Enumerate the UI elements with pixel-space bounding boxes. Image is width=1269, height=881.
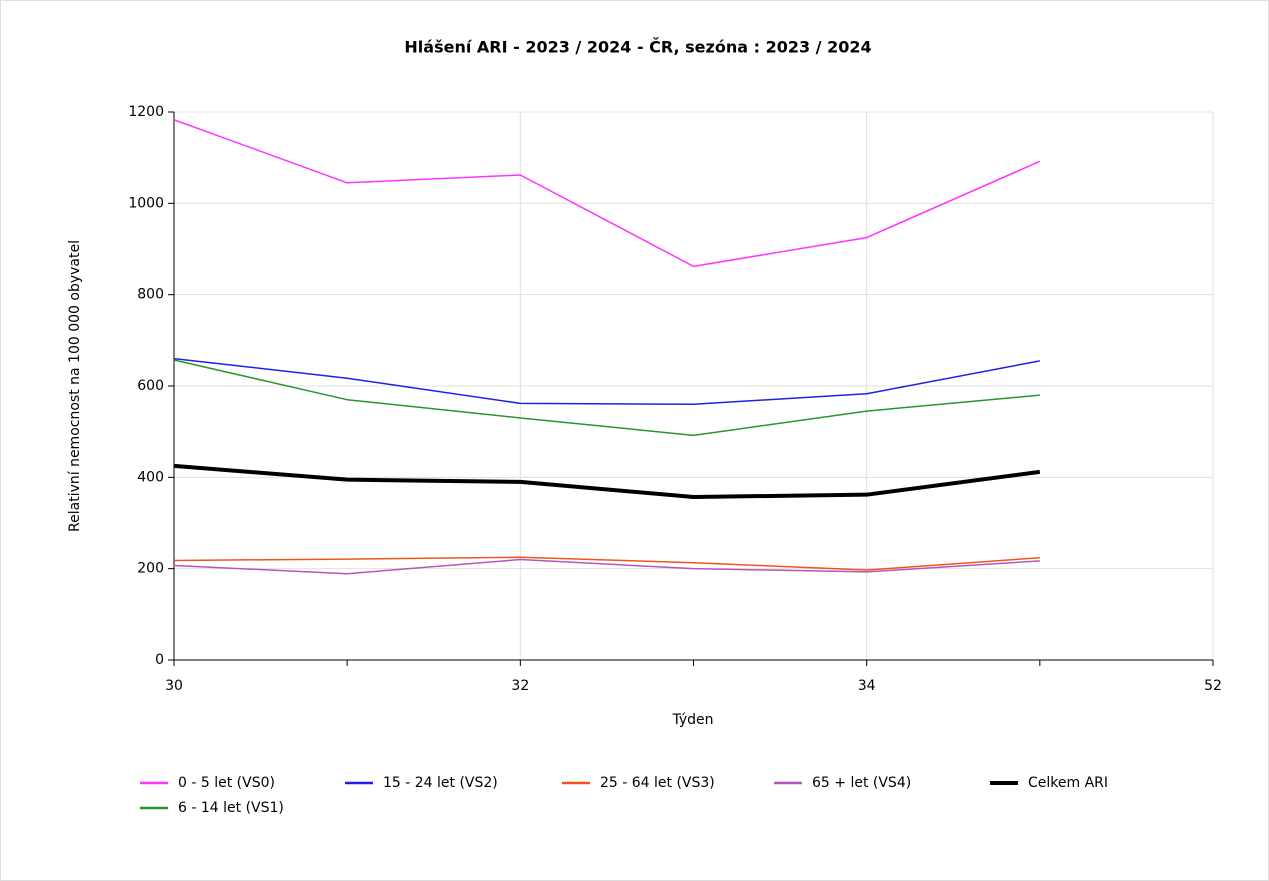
y-tick-label: 800	[137, 287, 164, 303]
series-line	[173, 463, 1041, 499]
chart-title: Hlášení ARI - 2023 / 2024 - ČR, sezóna :…	[404, 38, 871, 57]
series-line	[173, 556, 1040, 571]
legend-label: 15 - 24 let (VS2)	[383, 775, 498, 791]
series-line	[173, 359, 1040, 437]
series-line	[173, 119, 1041, 268]
x-tick-label: 32	[511, 678, 529, 694]
y-tick-label: 1200	[128, 104, 164, 120]
legend-label: 6 - 14 let (VS1)	[178, 800, 284, 816]
series-line	[173, 357, 1040, 406]
y-axis-label: Relativní nemocnost na 100 000 obyvatel	[67, 240, 83, 532]
y-tick-label: 0	[155, 652, 164, 668]
legend-label: 25 - 64 let (VS3)	[600, 775, 715, 791]
legend-label: 65 + let (VS4)	[812, 775, 911, 791]
x-tick-label: 34	[858, 678, 876, 694]
legend-label: 0 - 5 let (VS0)	[178, 775, 275, 791]
legend-label: Celkem ARI	[1028, 775, 1108, 791]
x-axis-label: Týden	[671, 712, 713, 728]
x-tick-label: 52	[1204, 678, 1222, 694]
y-tick-label: 200	[137, 561, 164, 577]
y-tick-label: 400	[137, 469, 164, 485]
series-line	[173, 558, 1040, 575]
x-tick-label: 30	[165, 678, 183, 694]
y-tick-label: 600	[137, 378, 164, 394]
y-tick-label: 1000	[128, 195, 164, 211]
